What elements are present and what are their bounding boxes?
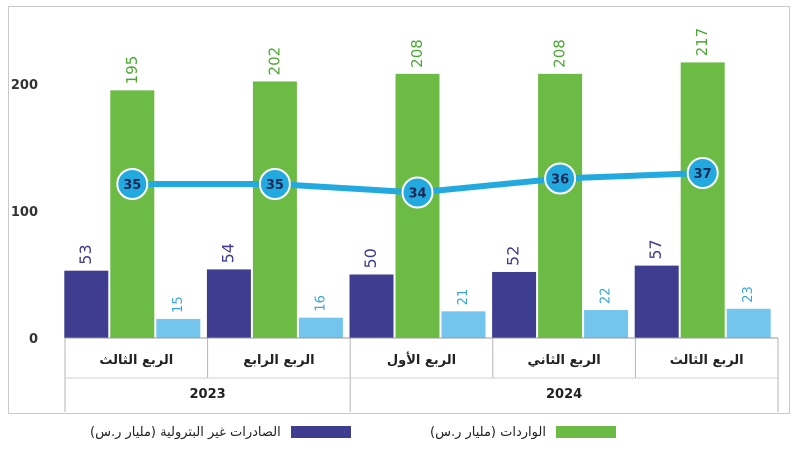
year-label: 2024 <box>546 387 582 402</box>
line-point <box>258 168 291 200</box>
y-tick-label: 200 <box>11 78 38 93</box>
x-tick-label: الربع الأول <box>387 351 456 368</box>
data-label-imports: 195 <box>123 56 141 85</box>
line-point-label: 35 <box>266 178 284 193</box>
data-label-exports: 52 <box>504 246 523 266</box>
bar-third-series <box>726 308 771 338</box>
data-label-exports: 53 <box>76 244 95 264</box>
bar-third-series <box>298 317 343 338</box>
x-tick-label: الربع الثاني <box>527 353 600 368</box>
data-label-third-series: 15 <box>171 296 186 313</box>
data-label-third-series: 16 <box>313 295 328 312</box>
data-label-third-series: 21 <box>456 289 471 306</box>
legend-item-imports: الواردات (مليار ر.س) <box>430 420 616 444</box>
data-label-exports: 50 <box>361 248 380 268</box>
bar-third-series <box>441 311 486 338</box>
bar-imports <box>110 90 155 338</box>
bar-exports <box>492 271 537 338</box>
line-point <box>401 176 434 209</box>
bar-exports <box>349 274 394 338</box>
line-point-label: 35 <box>123 178 141 193</box>
line-point <box>544 162 577 195</box>
data-label-exports: 57 <box>646 239 665 259</box>
line-point-label: 37 <box>694 167 712 182</box>
bar-third-series <box>156 318 201 338</box>
data-label-exports: 54 <box>218 243 237 263</box>
y-tick-label: 0 <box>29 332 38 347</box>
line-point <box>116 168 149 200</box>
chart-frame <box>8 6 790 414</box>
bar-exports <box>634 265 679 338</box>
data-label-third-series: 23 <box>741 286 756 303</box>
legend-label-imports: الواردات (مليار ر.س) <box>430 424 546 440</box>
legend-label-exports: الصادرات غير البترولية (مليار ر.س) <box>90 424 281 440</box>
bar-imports <box>252 81 297 339</box>
data-label-imports: 208 <box>408 39 426 68</box>
x-tick-label: الربع الثالث <box>99 353 173 368</box>
legend-swatch-exports <box>290 426 351 438</box>
data-label-imports: 208 <box>551 39 569 68</box>
bar-imports <box>538 73 583 338</box>
data-label-imports: 217 <box>693 28 711 57</box>
line-point-label: 36 <box>551 173 569 188</box>
data-label-imports: 202 <box>265 47 283 76</box>
line-point-label: 34 <box>408 187 426 202</box>
legend-item-exports: الصادرات غير البترولية (مليار ر.س) <box>90 420 351 444</box>
y-tick-label: 100 <box>11 205 38 220</box>
bar-exports <box>64 270 109 338</box>
bar-third-series <box>584 310 629 338</box>
bar-exports <box>206 269 251 338</box>
x-tick-label: الربع الرابع <box>243 353 314 368</box>
legend-swatch-imports <box>555 426 616 438</box>
line-point <box>686 157 719 189</box>
bar-imports <box>680 62 725 338</box>
data-label-third-series: 22 <box>599 288 614 305</box>
year-label: 2023 <box>190 387 226 402</box>
x-tick-label: الربع الثالث <box>670 353 744 368</box>
